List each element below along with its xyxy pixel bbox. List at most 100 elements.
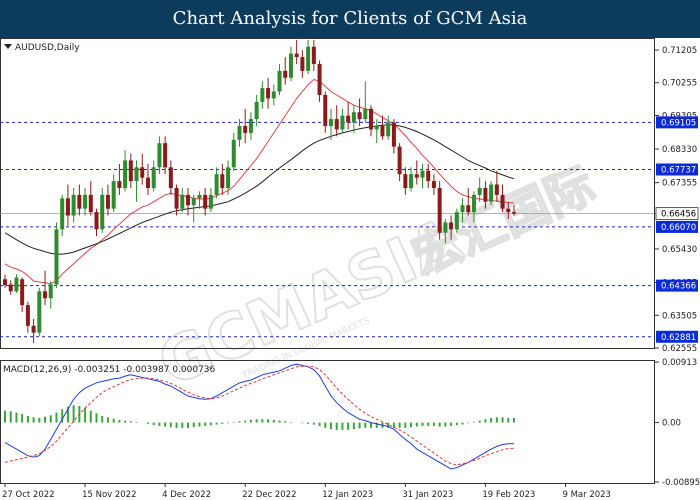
- candle: [254, 94, 259, 126]
- candle: [460, 198, 465, 223]
- time-axis-tick: 9 Mar 2023: [562, 490, 610, 500]
- candle: [340, 108, 345, 133]
- candle: [403, 167, 408, 195]
- candle-body: [512, 212, 516, 214]
- candle: [328, 108, 333, 140]
- candle: [31, 318, 36, 344]
- candle: [494, 170, 499, 202]
- candle-body: [483, 187, 488, 202]
- candle: [397, 143, 402, 182]
- candle-body: [208, 194, 213, 209]
- candle: [220, 163, 225, 195]
- candle: [208, 187, 213, 213]
- ma-fast-line: [4, 78, 515, 285]
- level-tag: [656, 279, 698, 292]
- candle: [43, 270, 48, 306]
- current-price-tag: [655, 207, 699, 221]
- signal-line: [4, 365, 514, 466]
- candle-body: [454, 212, 459, 230]
- candle-body: [471, 194, 476, 213]
- candle-body: [94, 212, 99, 230]
- time-axis-tick: 4 Dec 2022: [162, 490, 211, 500]
- candle: [483, 181, 488, 209]
- chart-canvas: GCMASIA 宏汇国际 TRADING IN GLOBAL MARKETS 0…: [0, 38, 700, 500]
- candle: [437, 181, 442, 240]
- candle: [351, 105, 356, 133]
- candle-body: [351, 112, 356, 123]
- time-axis-tick: 12 Jan 2023: [322, 490, 373, 500]
- candle: [300, 50, 305, 78]
- level-tag: [656, 330, 698, 343]
- candle-body: [317, 63, 322, 95]
- level-tag: [656, 116, 698, 129]
- candle-body: [391, 122, 396, 147]
- candle-body: [174, 187, 179, 209]
- chart-menu-arrow-icon[interactable]: [4, 44, 12, 49]
- candle: [414, 160, 419, 185]
- candle: [266, 77, 271, 109]
- candle: [25, 301, 30, 333]
- candle: [294, 39, 299, 64]
- candle-body: [248, 119, 253, 133]
- candle-body: [37, 291, 42, 333]
- price-chart-title: AUDUSD,Daily: [15, 43, 80, 53]
- candle: [306, 39, 311, 75]
- candle: [443, 218, 448, 244]
- candle: [386, 115, 391, 140]
- candle-body: [294, 53, 299, 58]
- candle-body: [494, 184, 499, 195]
- candle: [288, 46, 293, 82]
- level-tag: [656, 163, 698, 176]
- candle: [157, 136, 162, 175]
- candle: [277, 63, 282, 95]
- candle: [88, 181, 93, 216]
- candle: [197, 191, 202, 209]
- header-banner: Chart Analysis for Clients of GCM Asia: [0, 0, 700, 38]
- candle-body: [449, 222, 454, 230]
- candle-body: [151, 167, 156, 188]
- candle-body: [226, 167, 231, 188]
- candle-body: [197, 194, 202, 199]
- candle-body: [168, 167, 173, 188]
- candle: [77, 184, 82, 216]
- candle-body: [163, 143, 168, 168]
- time-axis-tick: 19 Feb 2023: [482, 490, 535, 500]
- level-tag-label: 0.69105: [661, 118, 696, 128]
- candle-body: [231, 139, 236, 168]
- candle-body: [60, 198, 65, 230]
- candle-body: [105, 194, 110, 209]
- page-title: Chart Analysis for Clients of GCM Asia: [172, 8, 528, 29]
- candle-body: [346, 115, 351, 123]
- candle-body: [409, 174, 414, 188]
- candle: [134, 160, 139, 202]
- candle-body: [380, 125, 385, 137]
- candle-body: [334, 119, 339, 130]
- candle-body: [266, 88, 271, 99]
- candle-body: [369, 108, 374, 130]
- candle: [3, 274, 7, 288]
- candle: [111, 174, 116, 213]
- candle: [71, 187, 76, 223]
- candle: [271, 84, 276, 106]
- candle: [346, 101, 351, 130]
- candle-body: [180, 194, 185, 209]
- candle-body: [397, 146, 402, 175]
- candle: [374, 119, 379, 144]
- candle: [426, 163, 431, 188]
- candle: [380, 115, 385, 140]
- level-tag: [656, 220, 698, 233]
- candle-body: [426, 170, 431, 182]
- candle-body: [186, 194, 191, 206]
- candle-body: [25, 305, 30, 326]
- candle-body: [283, 70, 288, 78]
- candle: [168, 160, 173, 195]
- candle: [431, 174, 436, 195]
- candle: [449, 215, 454, 240]
- candle-body: [71, 194, 76, 216]
- candle-body: [54, 229, 59, 285]
- candle: [60, 194, 65, 237]
- candle: [506, 201, 511, 219]
- candle-body: [288, 53, 293, 78]
- candle-body: [328, 119, 333, 126]
- candle-body: [271, 91, 276, 99]
